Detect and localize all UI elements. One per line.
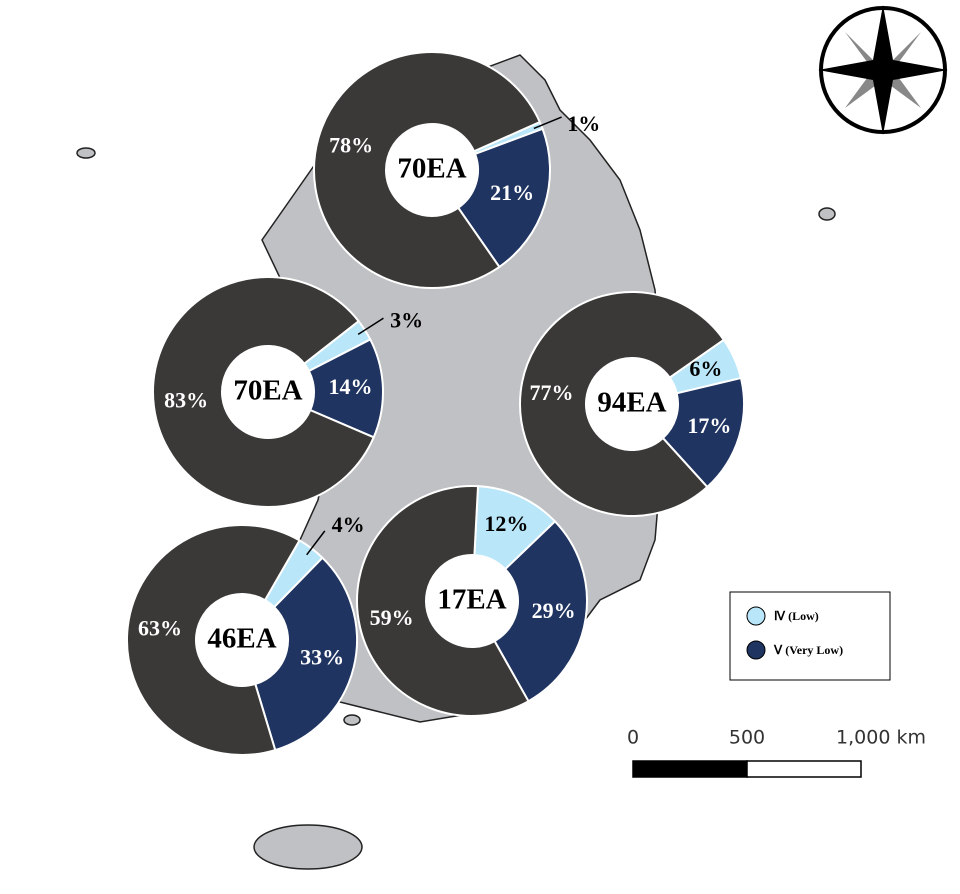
- donut-hole: [196, 594, 288, 686]
- legend-swatch: [746, 640, 766, 660]
- leader-arrow: [306, 530, 326, 556]
- value-label: 3%: [390, 308, 423, 333]
- donut-hole: [386, 124, 478, 216]
- legend: Ⅳ (Low) Ⅴ (Very Low): [729, 591, 891, 681]
- center-label: 70EA: [233, 375, 302, 407]
- value-label: 59%: [370, 605, 414, 630]
- island: [76, 147, 96, 159]
- value-label: 4%: [332, 512, 365, 537]
- legend-label: Ⅳ (Low): [774, 609, 819, 623]
- island: [343, 714, 361, 726]
- leader-arrow: [533, 116, 562, 130]
- legend-swatch: [746, 606, 766, 626]
- donut-hole: [426, 555, 518, 647]
- scale-label: 500: [729, 727, 765, 749]
- jeju-island: [253, 824, 363, 870]
- scale-label: 1,000 km: [836, 727, 926, 749]
- leader-arrow: [357, 317, 384, 335]
- scale-segment: [632, 760, 748, 778]
- value-label: 63%: [138, 616, 182, 641]
- legend-label: Ⅴ (Very Low): [773, 643, 843, 657]
- island: [818, 207, 836, 221]
- value-label: 12%: [484, 511, 528, 536]
- value-label: 1%: [567, 111, 600, 136]
- center-label: 94EA: [597, 387, 666, 419]
- donut-hole: [222, 346, 314, 438]
- center-label: 70EA: [397, 153, 466, 185]
- compass: [818, 5, 948, 135]
- value-label: 17%: [687, 413, 731, 438]
- value-label: 21%: [490, 180, 534, 205]
- value-label: 83%: [164, 388, 208, 413]
- donut-hole: [586, 358, 678, 450]
- donut-slice: [126, 524, 301, 756]
- scale-segment: [746, 760, 862, 778]
- center-label: 46EA: [207, 623, 276, 655]
- value-label: 33%: [300, 645, 344, 670]
- center-label: 17EA: [437, 584, 506, 616]
- scale-label: 0: [627, 727, 639, 749]
- value-label: 77%: [530, 380, 574, 405]
- value-label: 29%: [532, 598, 576, 623]
- value-label: 78%: [329, 132, 373, 157]
- value-label: 14%: [328, 374, 372, 399]
